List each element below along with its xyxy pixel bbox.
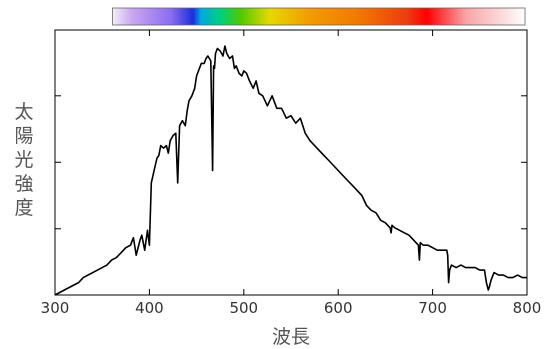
y-axis-title-char: 強: [14, 173, 33, 195]
y-axis-title-char: 光: [14, 149, 33, 171]
x-tick-label: 600: [324, 299, 353, 317]
x-tick-label: 700: [418, 299, 447, 317]
y-axis-title-char: 太: [14, 101, 33, 123]
y-axis-ticks: [55, 95, 527, 230]
series-line: [54, 45, 527, 296]
x-axis-ticks: [54, 30, 528, 295]
visible-spectrum-bar: [112, 7, 526, 26]
x-tick-label: 400: [135, 299, 164, 317]
y-axis-title-char: 度: [14, 197, 33, 219]
x-tick-label: 500: [229, 299, 258, 317]
plot-frame: [54, 29, 528, 296]
x-tick-label: 800: [513, 299, 542, 317]
y-axis-title-char: 陽: [14, 125, 33, 147]
x-axis-title: 波長: [272, 326, 310, 348]
x-axis-tick-labels: 300 400 500 600 700 800: [41, 299, 542, 317]
x-tick-label: 300: [41, 299, 70, 317]
